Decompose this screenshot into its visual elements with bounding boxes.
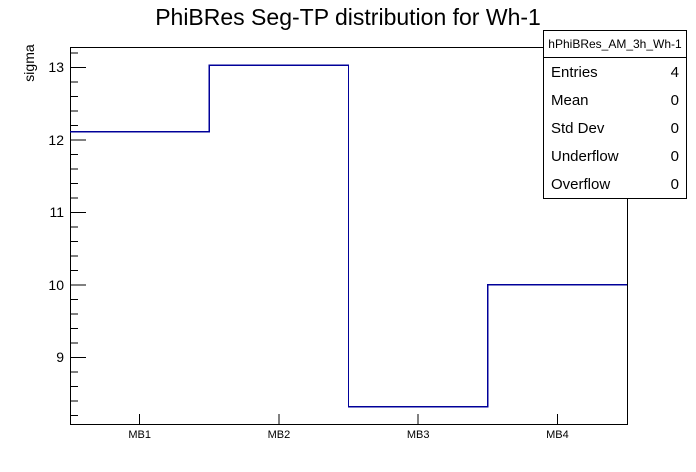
- stats-row-overflow: Overflow 0: [544, 170, 686, 198]
- x-tick-label: MB2: [267, 429, 291, 441]
- stats-row-entries: Entries 4: [544, 58, 686, 86]
- stat-label: Mean: [551, 91, 589, 109]
- histogram-step-line: [70, 64, 627, 408]
- stats-box-title: hPhiBRes_AM_3h_Wh-1: [544, 31, 686, 58]
- stat-value: 0: [670, 175, 679, 193]
- x-tick-label: MB4: [546, 429, 569, 441]
- stat-value: 0: [670, 119, 679, 137]
- stats-box: hPhiBRes_AM_3h_Wh-1 Entries 4 Mean 0 Std…: [543, 30, 687, 199]
- x-tick-label: MB1: [128, 429, 151, 441]
- stat-label: Std Dev: [551, 119, 605, 137]
- stats-rows: Entries 4 Mean 0 Std Dev 0 Underflow 0 O…: [544, 58, 686, 198]
- stats-row-stddev: Std Dev 0: [544, 114, 686, 142]
- stat-label: Entries: [551, 63, 598, 81]
- y-tick-label: 13: [48, 59, 64, 76]
- y-tick-label: 9: [56, 349, 64, 366]
- plot-frame: [70, 47, 628, 425]
- x-tick-label: MB3: [406, 429, 430, 441]
- stats-row-mean: Mean 0: [544, 86, 686, 114]
- stat-value: 0: [670, 91, 679, 109]
- y-tick-label: 12: [48, 131, 64, 148]
- chart-title: PhiBRes Seg-TP distribution for Wh-1: [155, 4, 541, 30]
- stat-label: Overflow: [551, 175, 611, 193]
- y-tick-label: 10: [48, 276, 64, 293]
- stat-value: 0: [670, 147, 679, 165]
- y-tick-label: 11: [49, 204, 64, 221]
- stat-label: Underflow: [551, 147, 619, 165]
- stat-value: 4: [670, 63, 679, 81]
- stats-row-underflow: Underflow 0: [544, 142, 686, 170]
